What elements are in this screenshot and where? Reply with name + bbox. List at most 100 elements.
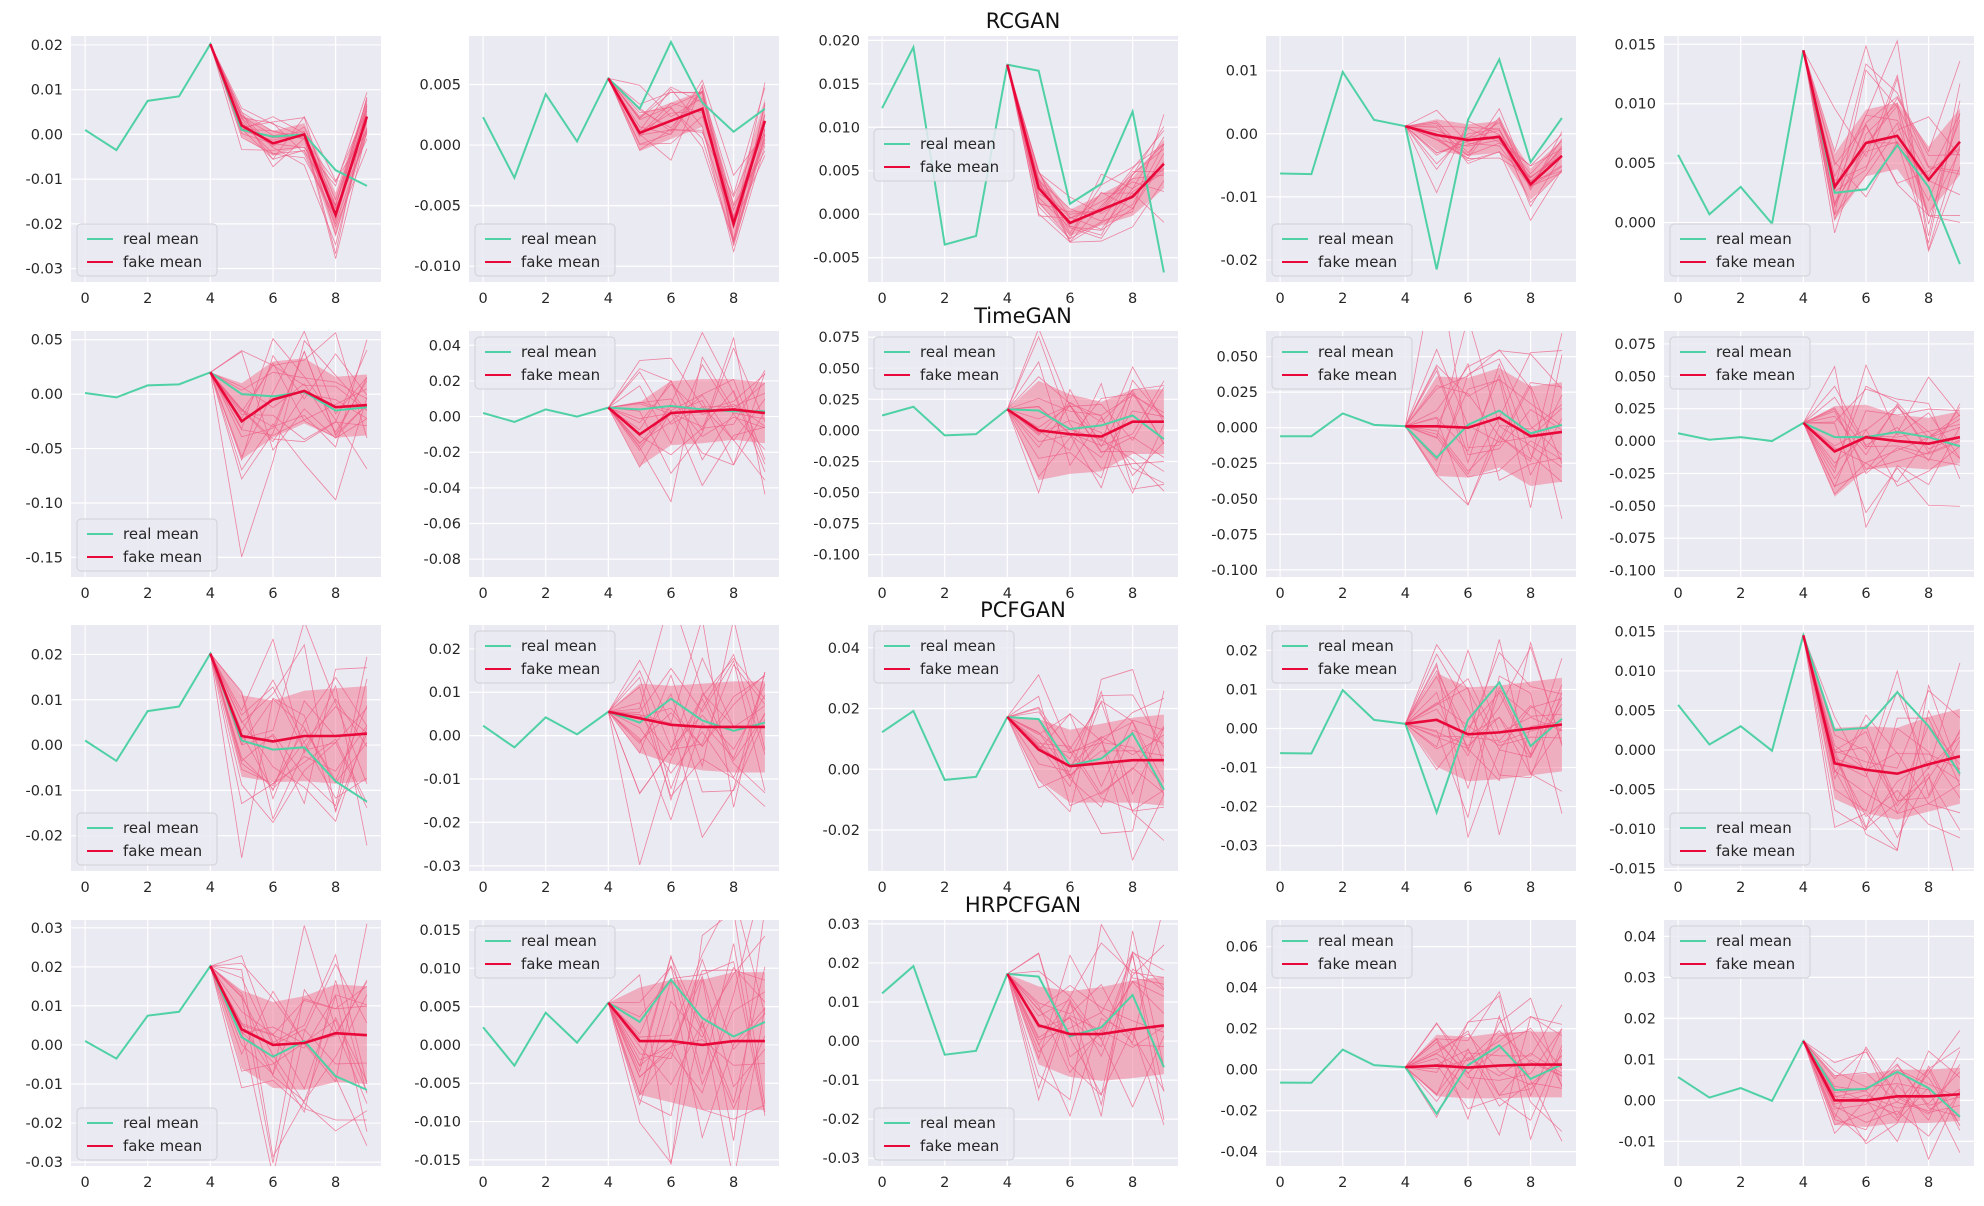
y-tick-label: -0.02 <box>1220 253 1258 269</box>
legend: real mean fake mean <box>76 223 218 277</box>
legend-real-label: real mean <box>123 819 199 837</box>
row-title: HRPCFGAN <box>965 893 1081 917</box>
x-tick-label: 2 <box>1736 880 1745 896</box>
legend: real mean fake mean <box>1669 223 1811 277</box>
x-tick-label: 6 <box>1463 586 1472 602</box>
x-tick-label: 0 <box>1275 586 1284 602</box>
y-tick-label: 0.010 <box>818 120 860 136</box>
fake-std-band <box>210 966 367 1090</box>
y-tick-label: 0.05 <box>31 333 63 349</box>
x-tick-label: 2 <box>1338 880 1347 896</box>
fake-sample-path <box>608 347 766 474</box>
fake-sample-path <box>1405 675 1563 819</box>
y-tick-label: -0.010 <box>414 1115 461 1131</box>
x-tick-label: 0 <box>877 291 886 307</box>
fake-sample-path <box>1802 635 1961 831</box>
subplot-r1-c4: -0.100 -0.075 -0.050 -0.025 0.000 0.025 0.050 0… <box>1609 331 1974 602</box>
plot-area <box>482 39 767 254</box>
x-tick-label: 4 <box>1401 880 1410 896</box>
y-tick-label: -0.08 <box>423 552 461 568</box>
x-tick-label: 0 <box>1275 1175 1284 1191</box>
legend-real-label: real mean <box>1716 343 1792 361</box>
fake-sample-path <box>1405 1030 1563 1096</box>
fake-sample-path <box>1405 333 1563 463</box>
x-tick-label: 0 <box>1275 880 1284 896</box>
fake-mean-line <box>1006 64 1165 225</box>
fake-sample-path <box>1802 635 1961 814</box>
fake-sample-path <box>1405 125 1563 182</box>
plot-area <box>1280 639 1563 839</box>
legend-fake-label: fake mean <box>920 366 999 384</box>
fake-sample-path <box>1405 692 1563 771</box>
real-mean-line <box>881 405 1165 440</box>
y-tick-label: -0.075 <box>813 517 860 533</box>
fake-sample-path <box>1405 350 1562 475</box>
fake-sample-path <box>210 653 368 800</box>
legend: real mean fake mean <box>474 223 616 277</box>
fake-sample-path <box>608 653 766 790</box>
y-tick-label: -0.005 <box>414 199 461 215</box>
fake-sample-path <box>1405 125 1563 178</box>
fake-sample-path <box>1802 1040 1961 1135</box>
subplot-r1-c1: -0.08 -0.06 -0.04 -0.02 0.00 0.02 0.04 0 2 4 6 8 rea… <box>423 331 779 602</box>
fake-sample-path <box>607 78 766 247</box>
fake-sample-path <box>1405 1027 1563 1074</box>
y-tick-label: 0.01 <box>31 83 63 99</box>
real-mean-line <box>482 39 766 181</box>
x-tick-label: 6 <box>666 586 675 602</box>
fake-sample-path <box>209 372 368 501</box>
x-tick-label: 8 <box>1128 880 1137 896</box>
row-title: TimeGAN <box>973 304 1072 328</box>
x-tick-label: 0 <box>1275 291 1284 307</box>
fake-sample-path <box>1006 669 1165 813</box>
fake-sample-path <box>1802 635 1961 812</box>
fake-sample-path <box>607 943 766 1113</box>
y-tick-label: 0.005 <box>1614 703 1656 719</box>
y-tick-label: -0.02 <box>25 217 63 233</box>
fake-sample-path <box>1802 50 1961 245</box>
real-mean-line <box>1677 631 1961 775</box>
subplot-r2-c3: -0.03 -0.02 -0.01 0.00 0.01 0.02 0 2 4 6 8 real mea… <box>1220 625 1576 896</box>
y-tick-label: 0.010 <box>1614 97 1656 113</box>
x-tick-label: 4 <box>206 880 215 896</box>
legend-real-label: real mean <box>1318 230 1394 248</box>
plot-area <box>881 331 1165 495</box>
legend-real-label: real mean <box>521 230 597 248</box>
y-tick-label: -0.03 <box>822 1151 860 1167</box>
fake-sample-path <box>1803 414 1961 483</box>
fake-sample-path <box>1404 120 1563 194</box>
fake-sample-path <box>1405 417 1563 507</box>
subplot-r0-c4: 0.000 0.005 0.010 0.015 0 2 4 6 8 real mean fake m… <box>1614 36 1974 307</box>
fake-sample-path <box>210 965 368 1132</box>
x-tick-label: 4 <box>206 586 215 602</box>
y-tick-label: 0.000 <box>419 138 461 154</box>
fake-mean-line <box>209 371 367 424</box>
y-tick-label: 0.00 <box>429 410 461 426</box>
fake-sample-path <box>1802 50 1961 225</box>
y-tick-label: 0.02 <box>429 642 461 658</box>
x-tick-label: 6 <box>1861 880 1870 896</box>
plot-area <box>84 625 368 859</box>
y-tick-label: -0.01 <box>1220 761 1258 777</box>
fake-mean-line <box>209 43 369 219</box>
y-tick-label: 0.015 <box>1614 624 1656 640</box>
fake-sample-path <box>1803 363 1961 474</box>
x-tick-label: 6 <box>268 880 277 896</box>
fake-sample-path <box>1007 395 1165 416</box>
y-tick-label: -0.025 <box>1609 466 1656 482</box>
fake-sample-path <box>608 78 766 196</box>
y-tick-label: 0.02 <box>429 374 461 390</box>
x-tick-label: 0 <box>80 880 89 896</box>
fake-sample-path <box>1007 944 1165 1058</box>
fake-sample-path <box>209 350 368 438</box>
plot-area <box>482 625 766 865</box>
y-tick-label: -0.015 <box>414 1153 461 1169</box>
legend: real mean fake mean <box>873 1107 1015 1161</box>
real-mean-line <box>1677 421 1961 448</box>
y-tick-label: -0.01 <box>822 1073 860 1089</box>
x-tick-label: 2 <box>541 586 550 602</box>
x-tick-label: 6 <box>1463 1175 1472 1191</box>
plot-area <box>1677 631 1961 871</box>
y-tick-label: -0.03 <box>423 859 461 875</box>
y-tick-label: -0.02 <box>1220 1104 1258 1120</box>
